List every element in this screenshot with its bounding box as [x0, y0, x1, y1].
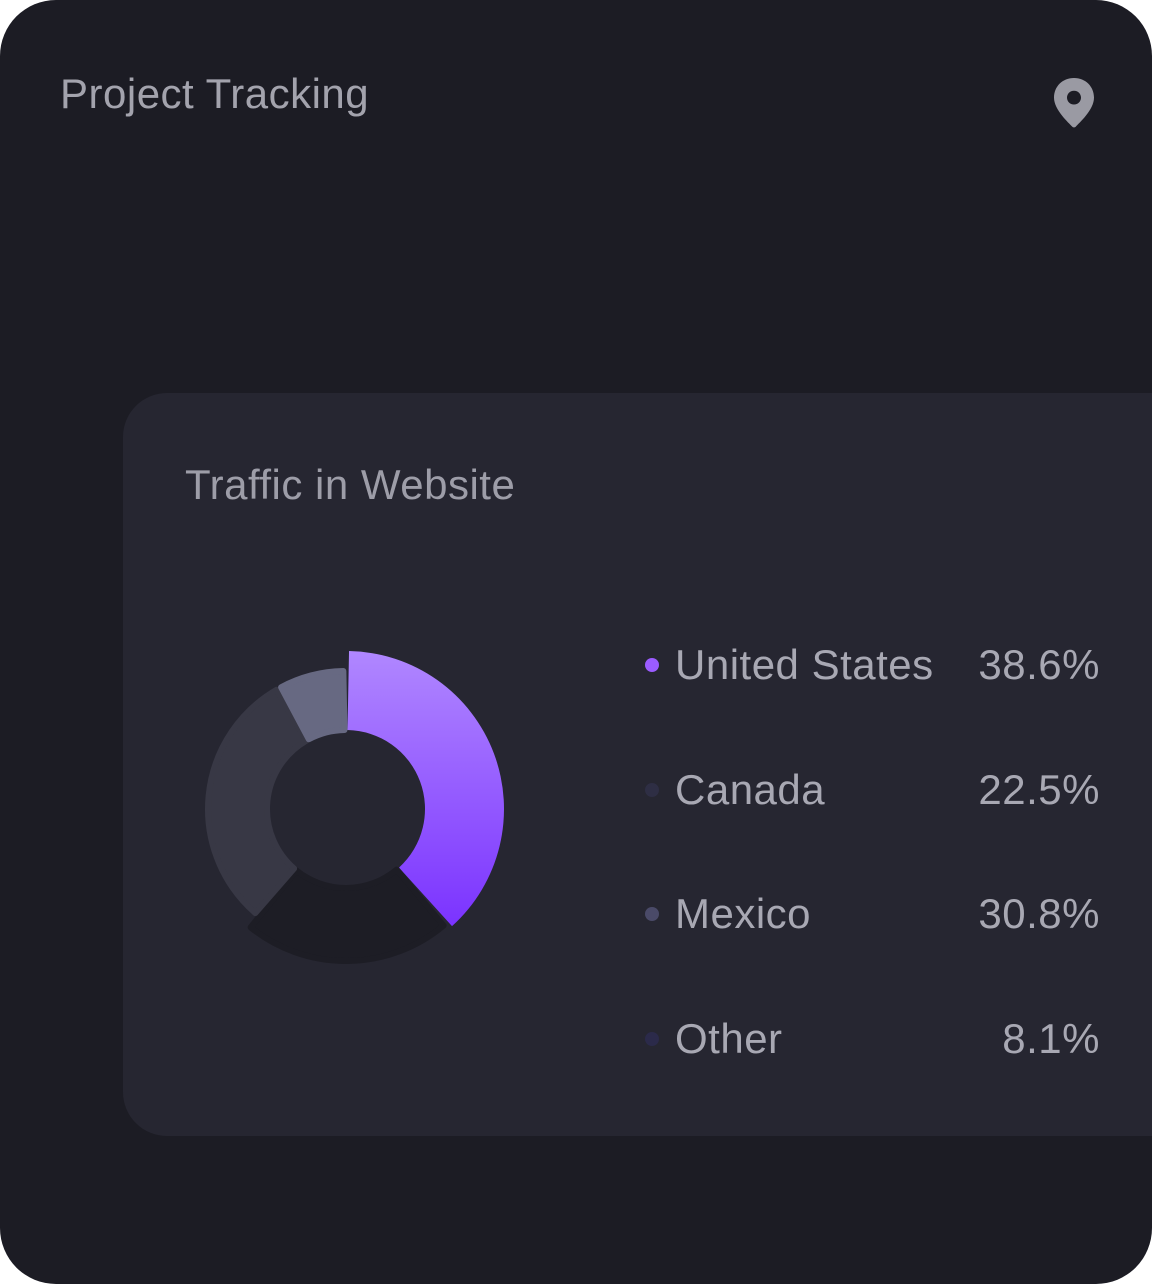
legend-value: 22.5%	[978, 765, 1100, 813]
donut-chart	[205, 651, 505, 964]
legend-value: 8.1%	[1002, 1014, 1100, 1062]
legend-value: 38.6%	[978, 641, 1100, 689]
panel-title: Traffic in Website	[185, 461, 516, 508]
donut-slice-canada[interactable]	[247, 866, 447, 964]
legend-item[interactable]: United States 38.6%	[643, 603, 1103, 728]
donut-slices	[205, 651, 505, 964]
legend-value: 30.8%	[978, 890, 1100, 938]
legend-dot	[645, 1031, 659, 1046]
legend-dot	[645, 907, 659, 922]
legend-label: Canada	[675, 765, 826, 813]
legend-dot	[645, 782, 659, 797]
legend: United States 38.6% Canada 22.5% Mexico …	[643, 603, 1103, 1101]
traffic-panel: Traffic in Website United States 38.6% C…	[123, 393, 1152, 1136]
donut-slice-mexico[interactable]	[205, 686, 310, 917]
legend-item[interactable]: Canada 22.5%	[643, 728, 1103, 853]
legend-label: Other	[675, 1014, 783, 1062]
legend-label: Mexico	[675, 890, 812, 938]
legend-item[interactable]: Mexico 30.8%	[643, 852, 1103, 977]
donut-slice-other[interactable]	[278, 668, 348, 743]
donut-slice-united-states[interactable]	[347, 651, 505, 927]
location-pin-icon[interactable]	[1052, 76, 1096, 130]
legend-label: United States	[675, 641, 934, 689]
legend-item[interactable]: Other 8.1%	[643, 977, 1103, 1102]
legend-dot	[645, 658, 659, 673]
card-title: Project Tracking	[60, 70, 370, 117]
